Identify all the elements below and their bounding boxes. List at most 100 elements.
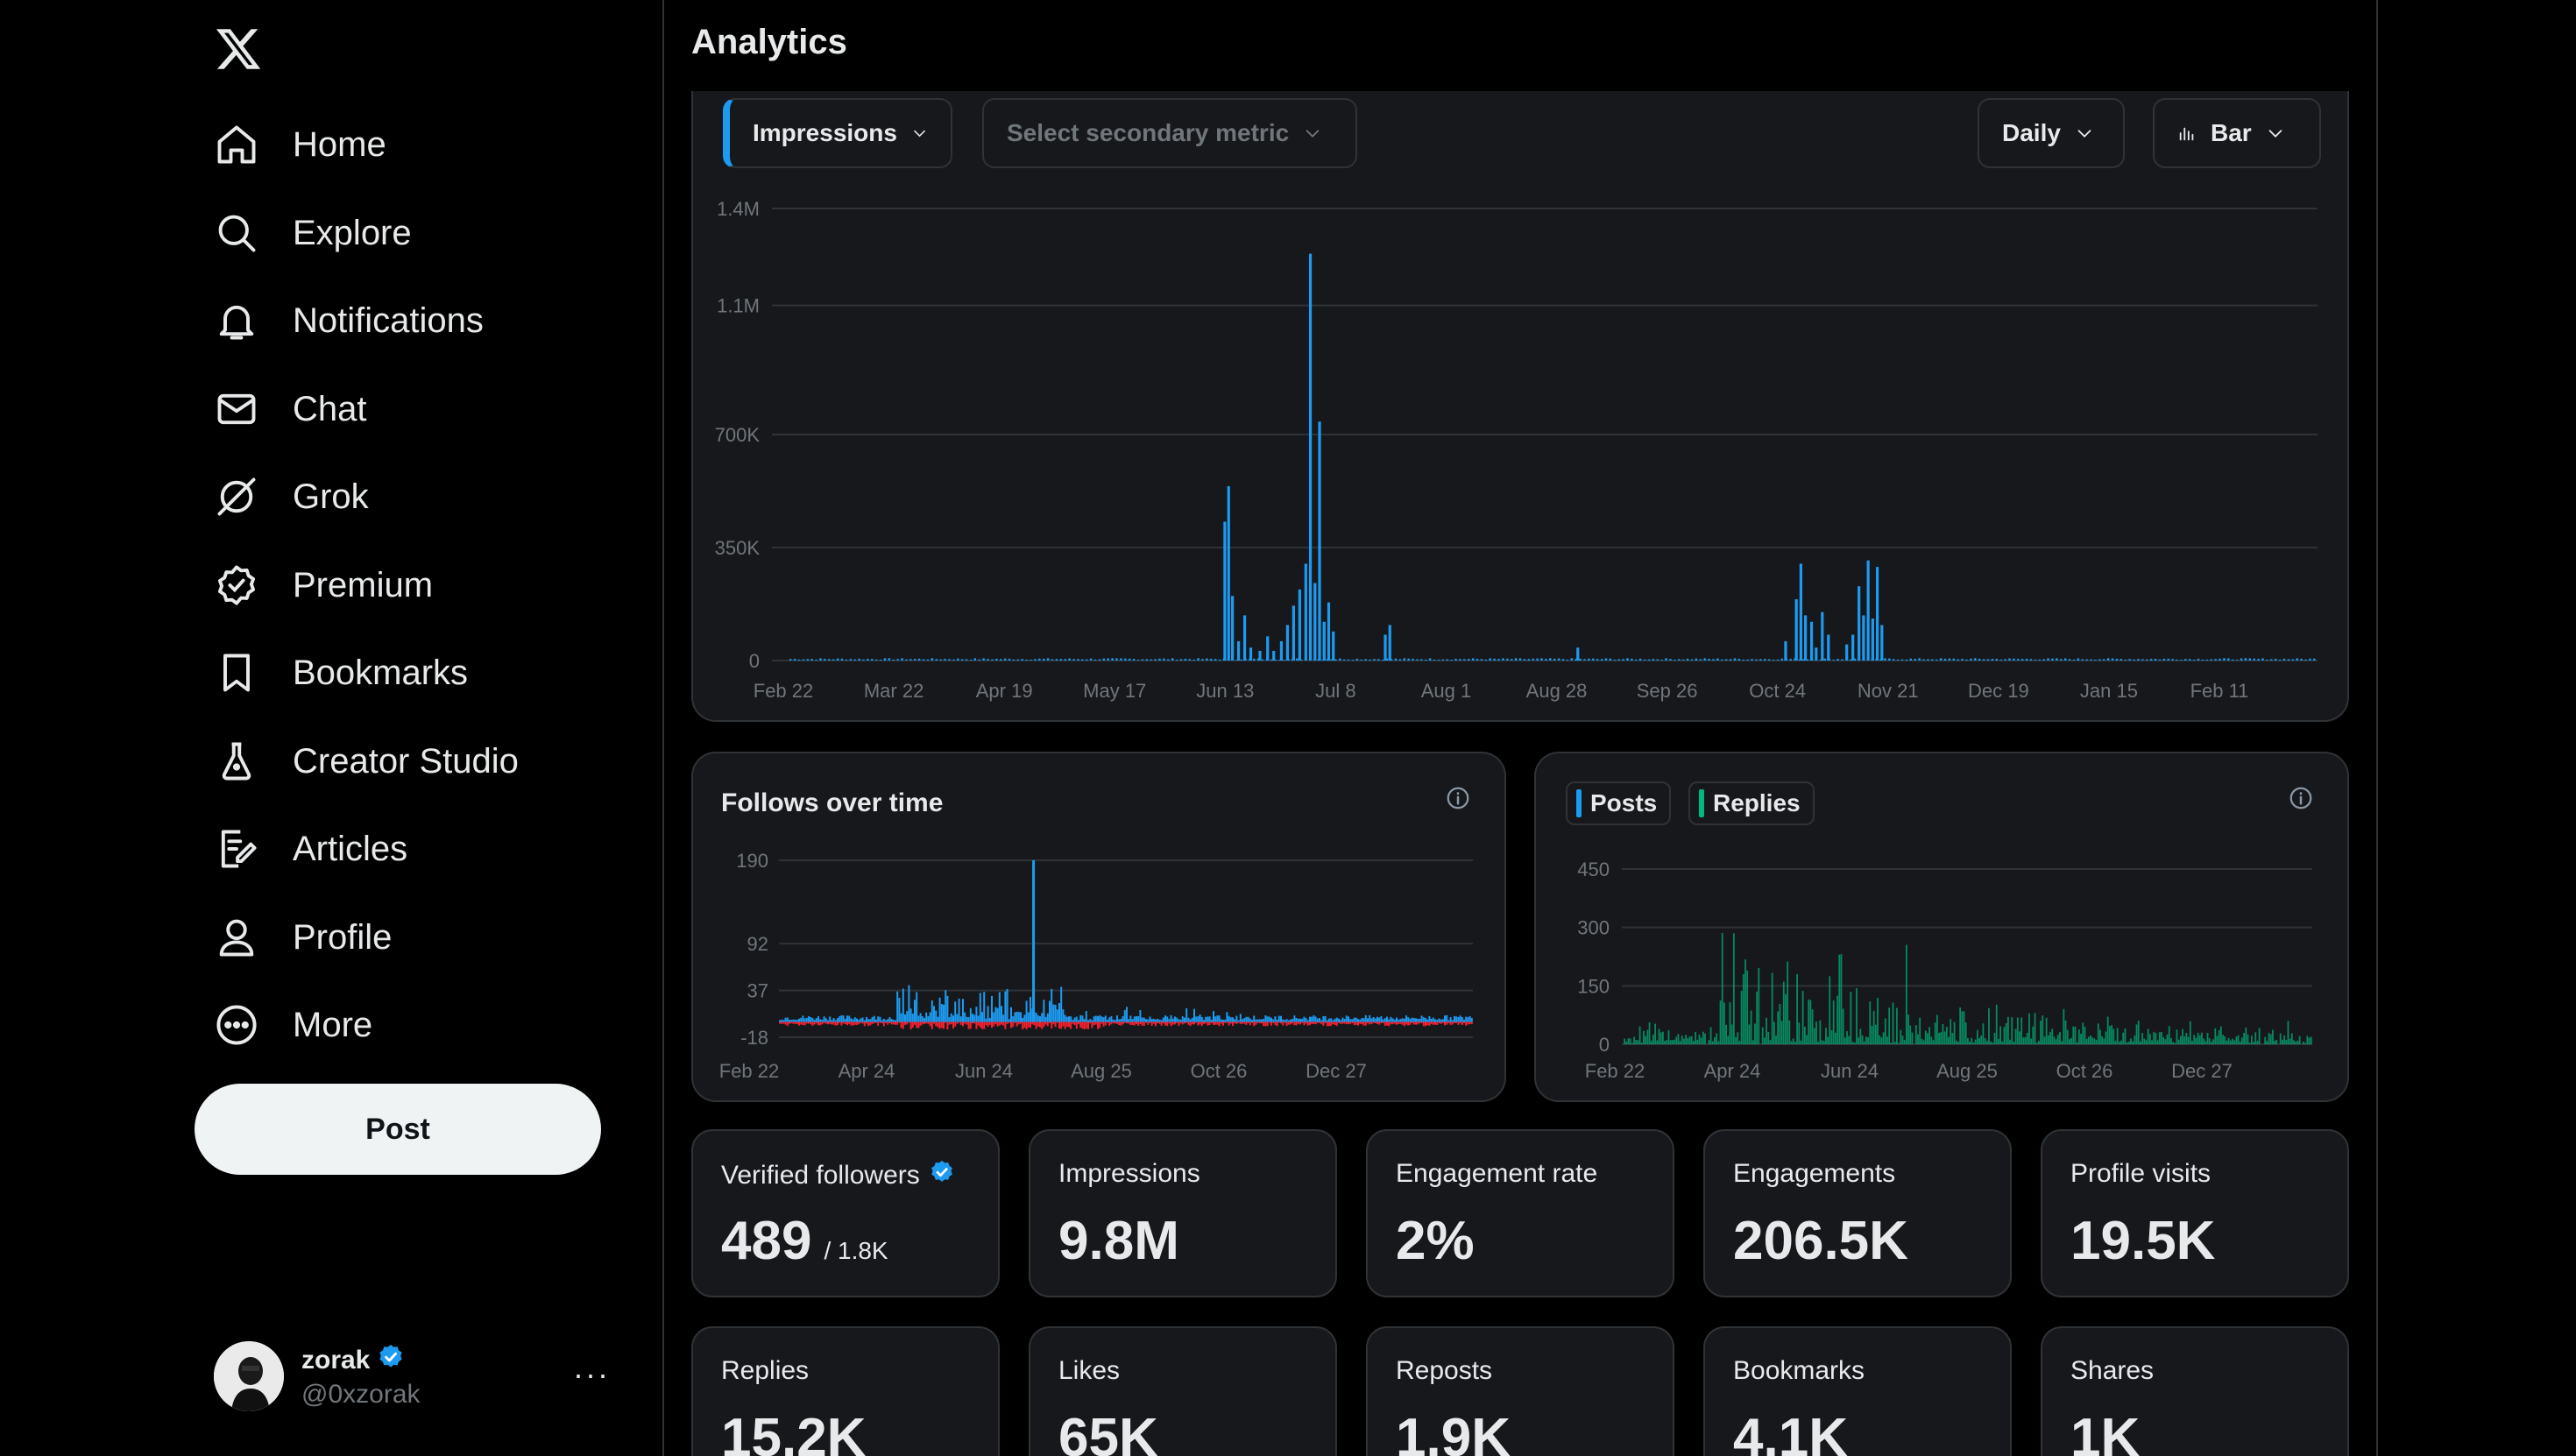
bar xyxy=(1677,1034,1680,1044)
account-switcher[interactable]: zorak @0xzorak ··· xyxy=(214,1339,634,1414)
stat-card-reposts[interactable]: Reposts 1.9K xyxy=(1366,1326,1674,1456)
bar xyxy=(1263,1021,1265,1027)
stat-card-likes[interactable]: Likes 65K xyxy=(1029,1326,1337,1456)
bar xyxy=(802,659,805,661)
sidebar-item-chat[interactable]: Chat xyxy=(193,374,388,444)
bar xyxy=(1242,1021,1243,1024)
bar xyxy=(1742,973,1744,1044)
sidebar-item-home[interactable]: Home xyxy=(193,110,407,180)
info-icon[interactable] xyxy=(2288,785,2314,811)
x-logo-icon[interactable] xyxy=(214,25,263,74)
bar xyxy=(888,658,891,661)
bar xyxy=(1245,1016,1248,1022)
bar xyxy=(1468,1015,1471,1022)
bar xyxy=(1195,1021,1198,1023)
bar xyxy=(1690,1035,1693,1044)
bar xyxy=(1721,659,1723,661)
primary-metric-dropdown[interactable]: Impressions xyxy=(723,98,952,168)
stat-card-verified-followers[interactable]: Verified followers 489/ 1.8K xyxy=(691,1129,1000,1297)
bar xyxy=(1761,1027,1764,1044)
bar xyxy=(2059,1032,2061,1044)
bar xyxy=(1242,615,1247,661)
bar xyxy=(1247,1016,1249,1022)
stat-card-bookmarks[interactable]: Bookmarks 4.1K xyxy=(1703,1326,2012,1456)
bar xyxy=(839,1021,841,1023)
bar xyxy=(1010,1007,1012,1022)
bar xyxy=(1037,1021,1039,1027)
bar xyxy=(939,659,942,661)
legend-replies[interactable]: Replies xyxy=(1688,781,1815,825)
bar xyxy=(2275,1040,2278,1044)
bar xyxy=(1274,660,1277,661)
sidebar-item-premium[interactable]: Premium xyxy=(193,550,454,620)
bar xyxy=(1141,1017,1143,1022)
bar xyxy=(1974,1039,1977,1044)
sidebar-item-more[interactable]: More xyxy=(193,990,393,1060)
sidebar-item-explore[interactable]: Explore xyxy=(193,198,433,268)
info-icon[interactable] xyxy=(1445,785,1471,811)
bar xyxy=(1150,659,1152,661)
more-dots-icon[interactable]: ··· xyxy=(573,1356,610,1392)
bar xyxy=(786,1021,789,1027)
bar xyxy=(1030,659,1032,661)
bar xyxy=(1430,1018,1433,1022)
bar xyxy=(1220,1021,1222,1024)
bar xyxy=(1099,1021,1101,1028)
bar xyxy=(2034,1013,2036,1044)
bar xyxy=(1432,1017,1434,1022)
sidebar-item-creator-studio[interactable]: Creator Studio xyxy=(193,726,540,796)
stat-card-profile-visits[interactable]: Profile visits 19.5K xyxy=(2041,1129,2349,1297)
bar xyxy=(856,1018,858,1022)
stat-card-impressions[interactable]: Impressions 9.8M xyxy=(1029,1129,1337,1297)
bar xyxy=(1804,615,1808,661)
bar xyxy=(2042,659,2045,661)
bar xyxy=(1695,1031,1696,1044)
bar xyxy=(1216,1021,1219,1025)
bar xyxy=(1617,659,1620,661)
bar xyxy=(1961,658,1964,661)
bar xyxy=(2201,1032,2203,1044)
bar xyxy=(927,1016,930,1022)
stat-card-engagement-rate[interactable]: Engagement rate 2% xyxy=(1366,1129,1674,1297)
bar xyxy=(967,1021,970,1029)
column-divider xyxy=(662,0,664,1456)
bar xyxy=(1078,1020,1079,1022)
y-tick-label: 300 xyxy=(1577,917,1610,939)
stat-card-replies[interactable]: Replies 15.2K xyxy=(691,1326,1000,1456)
sidebar-item-bookmarks[interactable]: Bookmarks xyxy=(193,638,489,708)
bar xyxy=(1062,1009,1065,1022)
bar xyxy=(2013,658,2015,661)
stat-card-shares[interactable]: Shares 1K xyxy=(2041,1326,2349,1456)
bar xyxy=(875,1021,877,1023)
bar xyxy=(1068,1021,1070,1028)
bar xyxy=(1399,1019,1402,1022)
bar xyxy=(905,659,908,661)
bar xyxy=(1155,1021,1157,1027)
bar xyxy=(1077,659,1079,661)
bar xyxy=(2017,659,2020,661)
bar xyxy=(1020,1012,1022,1022)
legend-posts[interactable]: Posts xyxy=(1566,781,1672,825)
post-button[interactable]: Post xyxy=(195,1084,601,1175)
bar xyxy=(1890,1043,1893,1044)
sidebar-item-notifications[interactable]: Notifications xyxy=(193,286,505,356)
sidebar-item-profile[interactable]: Profile xyxy=(193,902,413,972)
bar xyxy=(1773,1021,1775,1044)
secondary-metric-dropdown[interactable]: Select secondary metric xyxy=(982,98,1357,168)
bar xyxy=(1995,1004,1998,1044)
interval-dropdown[interactable]: Daily xyxy=(1978,98,2125,168)
bar xyxy=(888,1021,891,1023)
bar xyxy=(914,659,916,661)
more-circle-icon xyxy=(214,1002,259,1048)
bar xyxy=(852,1021,854,1026)
bar xyxy=(1085,1021,1087,1029)
chart-type-dropdown[interactable]: Bar xyxy=(2153,98,2321,168)
sidebar-item-grok[interactable]: Grok xyxy=(193,462,390,532)
bar xyxy=(1772,660,1775,661)
bar xyxy=(1463,659,1466,661)
sidebar-item-articles[interactable]: Articles xyxy=(193,814,428,884)
stat-card-engagements[interactable]: Engagements 206.5K xyxy=(1703,1129,2012,1297)
bar xyxy=(2118,1041,2120,1044)
bar xyxy=(1251,1020,1253,1022)
primary-metric-label: Impressions xyxy=(753,119,897,146)
